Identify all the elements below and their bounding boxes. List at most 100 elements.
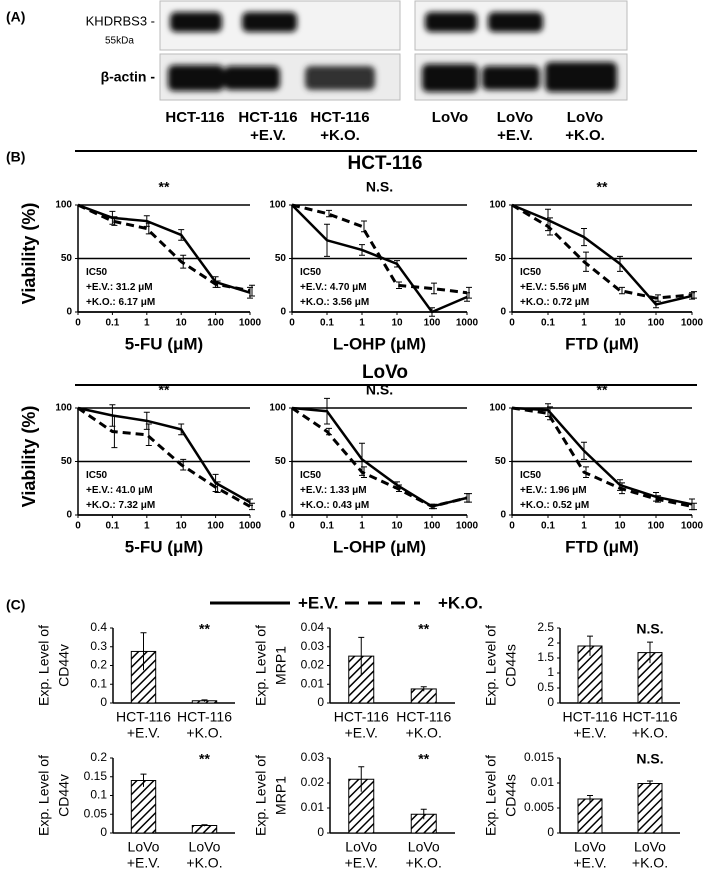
ic50-label: +E.V.: 1.33 μM [300, 485, 367, 496]
error-bar [394, 260, 400, 268]
y-tick-label: 100 [269, 403, 286, 414]
error-bar [358, 766, 365, 792]
y-tick-label: 0.1 [90, 676, 107, 690]
significance: N.S. [636, 751, 663, 767]
error-bar [361, 220, 367, 233]
y-axis-label: Viability (%) [19, 406, 39, 508]
y-tick-label: 50 [61, 456, 73, 467]
y-tick-label: 0 [280, 307, 286, 318]
x-tick-label: HCT-116 [177, 709, 232, 725]
y-axis-label: Exp. Level of [36, 755, 52, 836]
x-tick-label: 1 [359, 521, 365, 532]
y-tick-label: 1.5 [537, 650, 554, 664]
lane-label: +K.O. [320, 127, 360, 144]
significance: N.S. [366, 179, 393, 195]
y-tick-label: 0.01 [301, 800, 325, 814]
x-axis-label: FTD (μM) [565, 334, 639, 353]
x-tick-label: LoVo [574, 839, 606, 855]
significance: ** [418, 751, 429, 767]
x-tick-label: 1000 [681, 521, 704, 532]
y-tick-label: 0.2 [90, 658, 107, 672]
x-tick-label: 100 [207, 318, 224, 329]
y-tick-label: 0.4 [90, 620, 107, 634]
y-axis-label: Exp. Level of [483, 625, 499, 706]
y-tick-label: 0 [500, 307, 506, 318]
x-tick-label: 1000 [681, 318, 704, 329]
x-tick-label: 1 [581, 521, 587, 532]
bar [637, 783, 663, 834]
y-axis-label: Exp. Level of [36, 625, 52, 706]
x-axis-label: L-OHP (μM) [333, 334, 426, 353]
error-bar [617, 255, 623, 272]
ic50-label: +K.O.: 7.32 μM [86, 500, 155, 511]
x-tick-label: +E.V. [573, 725, 606, 741]
y-tick-label: 0.03 [301, 750, 325, 764]
error-bar [655, 495, 661, 503]
x-tick-label: LoVo [634, 839, 666, 855]
ic50-label: +E.V.: 1.96 μM [520, 485, 587, 496]
error-bar [359, 244, 365, 256]
x-axis-label: 5-FU (μM) [125, 537, 203, 556]
x-tick-label: 0 [289, 318, 295, 329]
x-tick-label: LoVo [128, 839, 160, 855]
x-tick-label: 0.1 [105, 318, 119, 329]
x-tick-label: +K.O. [632, 725, 668, 741]
x-tick-label: 0 [75, 318, 81, 329]
ic50-label: IC50 [86, 470, 108, 481]
x-tick-label: 0 [289, 521, 295, 532]
lane-label: LoVo [567, 109, 603, 126]
y-tick-label: 50 [275, 253, 287, 264]
x-tick-label: +E.V. [573, 855, 606, 871]
ic50-label: +E.V.: 5.56 μM [520, 282, 587, 293]
error-bar [145, 423, 152, 446]
significance: N.S. [636, 621, 663, 637]
y-tick-label: 0.03 [301, 639, 325, 653]
ic50-label: +K.O.: 0.52 μM [520, 500, 589, 511]
significance: ** [597, 179, 608, 195]
error-bar [214, 481, 221, 494]
lane-label: LoVo [432, 109, 468, 126]
y-tick-label: 50 [495, 253, 507, 264]
significance: ** [597, 382, 608, 398]
bar [130, 780, 157, 834]
series-line [77, 406, 251, 504]
y-tick-label: 100 [269, 200, 286, 211]
y-tick-label: 0 [100, 825, 107, 839]
blot-row-label: KHDRBS3 - [86, 13, 155, 28]
error-bar [587, 635, 593, 656]
y-tick-label: 50 [275, 456, 287, 467]
lane-label: +E.V. [497, 127, 533, 144]
legend-label: +E.V. [298, 593, 339, 612]
significance: ** [199, 751, 210, 767]
error-bar [429, 307, 435, 317]
y-tick-label: 0.02 [301, 775, 325, 789]
x-tick-label: 1000 [239, 521, 262, 532]
x-tick-label: 1 [581, 318, 587, 329]
x-tick-label: 100 [648, 521, 665, 532]
ic50-label: +K.O.: 3.56 μM [300, 297, 369, 308]
x-tick-label: HCT-116 [396, 709, 451, 725]
x-tick-label: LoVo [345, 839, 377, 855]
y-axis-label: CD44s [503, 774, 519, 817]
series-line [77, 406, 251, 508]
ic50-label: IC50 [300, 267, 322, 278]
series-line [291, 406, 468, 508]
x-tick-label: HCT-116 [563, 709, 618, 725]
y-tick-label: 50 [495, 456, 507, 467]
error-bar [581, 441, 587, 460]
x-tick-label: HCT-116 [623, 709, 678, 725]
x-tick-label: 10 [391, 521, 403, 532]
y-tick-label: 100 [489, 403, 506, 414]
y-tick-label: 2 [547, 635, 554, 649]
error-bar [420, 686, 427, 692]
lane-label: +E.V. [250, 127, 286, 144]
x-tick-label: +K.O. [406, 725, 442, 741]
y-tick-label: 0.2 [90, 750, 107, 764]
group-title: LoVo [362, 362, 408, 383]
ic50-label: IC50 [520, 470, 542, 481]
y-tick-label: 0 [500, 510, 506, 521]
y-axis-label: CD44s [503, 644, 519, 687]
error-bar [547, 217, 553, 236]
error-bar [547, 406, 553, 421]
